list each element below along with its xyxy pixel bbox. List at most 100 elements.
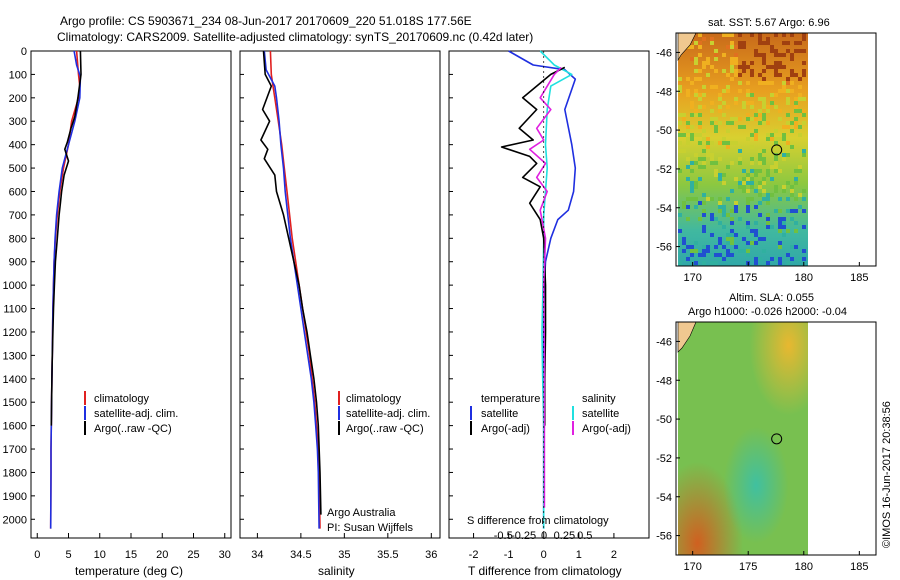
sst-cell [746, 89, 750, 93]
sst-cell [790, 33, 794, 37]
sst-cell [798, 125, 802, 129]
sst-cell [734, 117, 738, 121]
sst-cell [770, 177, 774, 181]
sst-cell [790, 145, 794, 149]
sst-cell [782, 221, 786, 225]
sst-cell [746, 225, 750, 229]
sst-cell [754, 205, 758, 209]
sst-cell [678, 261, 682, 265]
sst-cell [690, 161, 694, 165]
map-x-tick-label: 175 [739, 561, 757, 573]
sst-cell [766, 261, 770, 265]
sst-cell [786, 41, 790, 45]
sst-cell [686, 129, 690, 133]
map-y-tick-label: -52 [656, 453, 672, 465]
sst-cell [774, 169, 778, 173]
sst-cell [722, 141, 726, 145]
sst-cell [730, 241, 734, 245]
sst-cell [770, 257, 774, 261]
sst-cell [774, 129, 778, 133]
series-s-argo [528, 66, 562, 508]
x-tick-label: 34 [251, 549, 263, 561]
sst-cell [794, 41, 798, 45]
sst-cell [782, 89, 786, 93]
sst-cell [754, 233, 758, 237]
sst-cell [682, 205, 686, 209]
x-tick-label: 35 [338, 549, 350, 561]
sst-cell [710, 213, 714, 217]
sst-cell [694, 113, 698, 117]
sst-cell [754, 133, 758, 137]
sst-cell [734, 177, 738, 181]
sst-cell [770, 81, 774, 85]
sst-cell [782, 157, 786, 161]
y-tick-label: 1900 [3, 491, 27, 503]
argo-float-marker [771, 433, 783, 445]
sst-cell [774, 165, 778, 169]
sst-cell [694, 261, 698, 265]
sst-cell [790, 193, 794, 197]
sst-cell [766, 121, 770, 125]
sst-cell [738, 65, 742, 69]
sst-cell [782, 153, 786, 157]
sst-cell [746, 253, 750, 257]
sst-cell [718, 205, 722, 209]
sst-cell [742, 45, 746, 49]
series-t-argo [500, 66, 566, 426]
sst-cell [746, 197, 750, 201]
sst-cell [802, 197, 806, 201]
sst-cell [746, 205, 750, 209]
sst-cell [690, 81, 694, 85]
sst-cell [766, 225, 770, 229]
sst-cell [738, 217, 742, 221]
sst-cell [778, 217, 782, 221]
sst-cell [730, 33, 734, 37]
sst-cell [682, 237, 686, 241]
sst-cell [798, 85, 802, 89]
sst-cell [786, 121, 790, 125]
sst-cell [758, 33, 762, 37]
sst-cell [702, 137, 706, 141]
sst-cell [742, 61, 746, 65]
sst-cell [774, 141, 778, 145]
sst-cell [778, 65, 782, 69]
sst-cell [694, 133, 698, 137]
sst-cell [702, 249, 706, 253]
sst-cell [798, 257, 802, 261]
sst-cell [714, 117, 718, 121]
sst-cell [742, 105, 746, 109]
sst-cell [786, 125, 790, 129]
sst-cell [726, 213, 730, 217]
sst-cell [774, 65, 778, 69]
sst-cell [758, 169, 762, 173]
sst-cell [730, 41, 734, 45]
sst-cell [778, 53, 782, 57]
t-difference-label: T difference from climatology [468, 564, 622, 578]
sst-cell [790, 89, 794, 93]
sst-cell [762, 41, 766, 45]
x-tick-label: 20 [156, 549, 168, 561]
sst-cell [782, 185, 786, 189]
sst-cell [686, 165, 690, 169]
sst-cell [794, 97, 798, 101]
sst-cell [774, 61, 778, 65]
sst-cell [702, 213, 706, 217]
y-tick-label: 700 [9, 210, 27, 222]
s-tick-label: -0.25 [511, 530, 536, 542]
sst-cell [766, 105, 770, 109]
sst-cell [758, 109, 762, 113]
sst-cell [698, 201, 702, 205]
sst-cell [762, 57, 766, 61]
sst-cell [718, 177, 722, 181]
sst-cell [694, 197, 698, 201]
sst-cell [726, 253, 730, 257]
sst-cell [706, 153, 710, 157]
sst-cell [710, 41, 714, 45]
sst-cell [790, 57, 794, 61]
sst-cell [730, 117, 734, 121]
sst-cell [778, 261, 782, 265]
sst-cell [706, 145, 710, 149]
sst-cell [722, 137, 726, 141]
sst-cell [730, 161, 734, 165]
